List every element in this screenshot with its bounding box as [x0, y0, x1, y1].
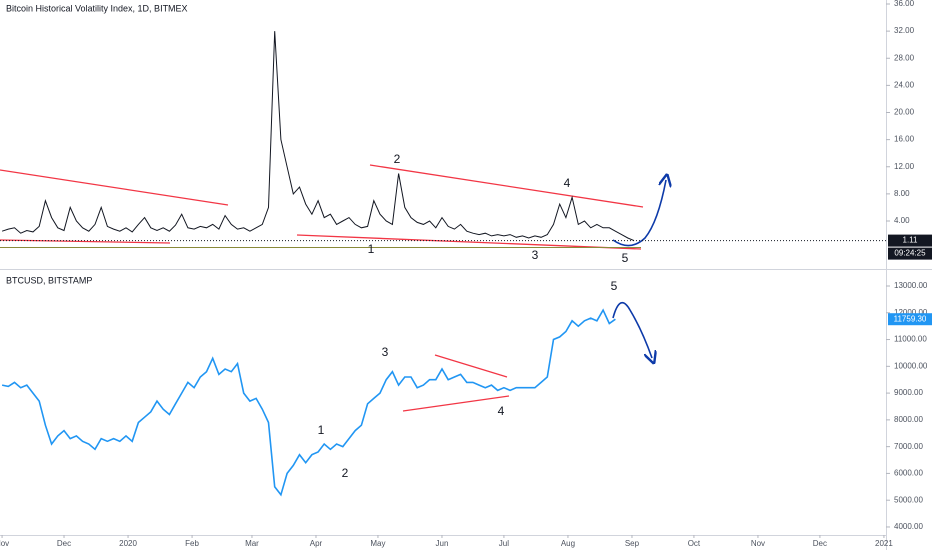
y-tick-label: 8.00	[894, 189, 910, 198]
x-tick-label: Feb	[185, 539, 199, 548]
series-line	[1, 31, 635, 242]
wave-label: 5	[622, 251, 629, 265]
y-tick-label: 6000.00	[894, 469, 923, 478]
pane-title: Bitcoin Historical Volatility Index, 1D,…	[6, 3, 188, 13]
x-tick-label: Aug	[561, 539, 575, 548]
wave-label: 1	[368, 242, 375, 256]
arrow-curve	[612, 180, 666, 247]
x-tick-label: Dec	[57, 539, 71, 548]
y-tick-label: 28.00	[894, 53, 915, 62]
x-tick-label: Sep	[625, 539, 640, 548]
series-line	[1, 308, 616, 497]
y-tick-label: 20.00	[894, 108, 915, 117]
wave-label: 3	[532, 248, 539, 262]
y-tick-label: 4000.00	[894, 522, 923, 531]
wave-label: 3	[382, 345, 389, 359]
x-tick-label: May	[370, 539, 385, 548]
x-tick-label: Dec	[813, 539, 827, 548]
x-tick-label: Oct	[688, 539, 701, 548]
y-tick-label: 5000.00	[894, 495, 923, 504]
y-tick-label: 7000.00	[894, 442, 923, 451]
y-tick-label: 24.00	[894, 80, 915, 89]
y-tick-label: 11000.00	[894, 335, 927, 344]
y-tick-label: 4.00	[894, 216, 910, 225]
y-tick-label: 16.00	[894, 135, 915, 144]
price-label-box	[888, 313, 932, 326]
trend-line	[296, 234, 642, 250]
countdown: 09:24:25	[894, 249, 926, 258]
y-tick-label: 12000.00	[894, 308, 928, 317]
wave-label: 2	[394, 152, 401, 166]
trend-line	[369, 164, 644, 208]
x-tick-label: 2021	[875, 539, 893, 548]
wave-label: 2	[342, 466, 349, 480]
price-label: 1.11	[903, 236, 919, 245]
trend-line	[434, 354, 508, 378]
wave-label: 4	[564, 176, 571, 190]
price-label-box	[888, 234, 932, 247]
wave-label: 1	[318, 423, 325, 437]
y-tick-label: 36.00	[894, 0, 915, 8]
x-tick-label: 2020	[119, 539, 137, 548]
y-tick-label: 10000.00	[894, 361, 928, 370]
y-tick-label: 32.00	[894, 26, 915, 35]
x-tick-label: Mar	[245, 539, 259, 548]
x-tick-label: Nov	[0, 539, 9, 548]
wave-label: 4	[498, 404, 505, 418]
trend-line	[0, 239, 171, 244]
x-tick-label: Apr	[310, 539, 323, 548]
trend-line	[0, 169, 229, 206]
x-tick-label: Jul	[499, 539, 509, 548]
pane-title: BTCUSD, BITSTAMP	[6, 275, 92, 285]
price-label: 11759.30	[894, 314, 927, 323]
y-tick-label: 13000.00	[894, 281, 928, 290]
trend-line	[402, 395, 510, 412]
x-tick-label: Jun	[436, 539, 449, 548]
y-tick-label: 8000.00	[894, 415, 923, 424]
y-tick-label: 9000.00	[894, 388, 923, 397]
arrow-curve	[612, 301, 652, 358]
y-tick-label: 12.00	[894, 162, 915, 171]
x-tick-label: Nov	[751, 539, 765, 548]
wave-label: 5	[611, 279, 618, 293]
countdown-box	[888, 247, 932, 260]
